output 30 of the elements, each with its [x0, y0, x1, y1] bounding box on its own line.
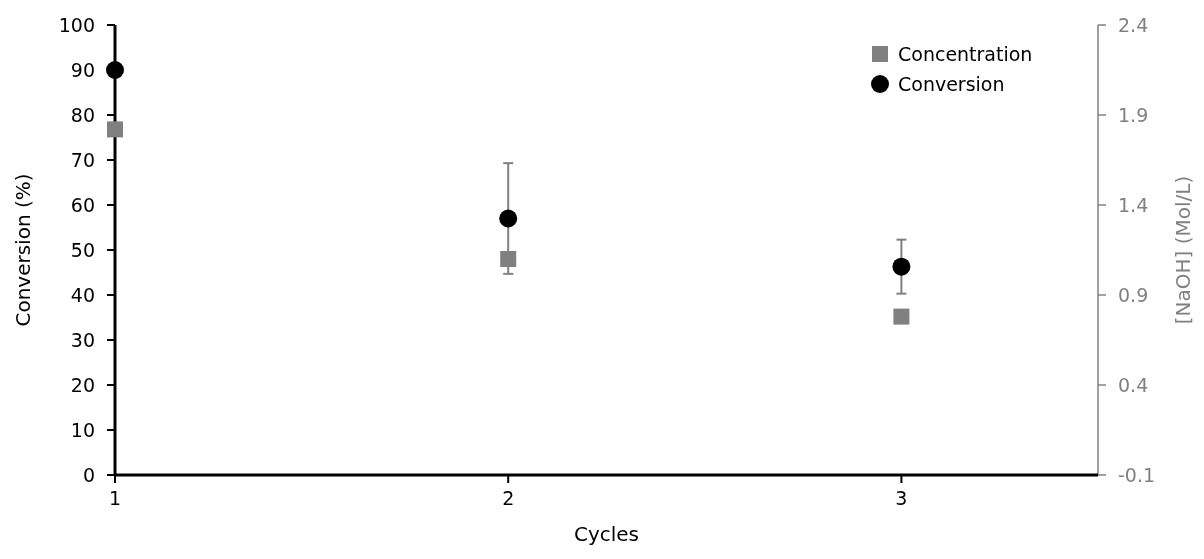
point [107, 121, 123, 138]
y-tick-label: 50 [70, 238, 95, 261]
x-tick-label: 1 [108, 487, 122, 509]
y-axis-title: Conversion (%) [11, 173, 35, 327]
point [893, 308, 910, 325]
x-axis-title: Cycles [573, 522, 640, 546]
y-tick-label: 70 [70, 148, 95, 171]
y-tick-label: 60 [70, 193, 95, 216]
point [106, 61, 124, 79]
x-tick-label: 2 [502, 487, 515, 509]
y2-axis-title: [NaOH] (Mol/L) [1171, 175, 1195, 325]
y-tick-label: 10 [70, 418, 95, 441]
y-tick-label: 20 [70, 373, 95, 396]
y-tick-label: 30 [70, 328, 95, 351]
y2-tick-label: 1.9 [1118, 103, 1149, 126]
x-tick-label: 3 [895, 487, 908, 509]
y2-tick-label: 0.9 [1118, 283, 1149, 306]
y-tick-label: 90 [70, 58, 95, 81]
point [499, 209, 518, 228]
legend-label: Conversion [898, 72, 1005, 95]
y-tick-label: 100 [58, 13, 95, 36]
legend-label: Concentration [898, 42, 1033, 65]
y2-tick-label: 1.4 [1118, 193, 1149, 216]
point [892, 257, 911, 276]
y2-tick-label: 0.4 [1118, 373, 1149, 396]
y2-tick-label: 2.4 [1118, 13, 1149, 36]
y2-tick-label: -0.1 [1118, 463, 1156, 486]
y-tick-label: 40 [70, 283, 95, 306]
y-tick-label: 0 [82, 463, 95, 486]
y-tick-label: 80 [70, 103, 95, 126]
